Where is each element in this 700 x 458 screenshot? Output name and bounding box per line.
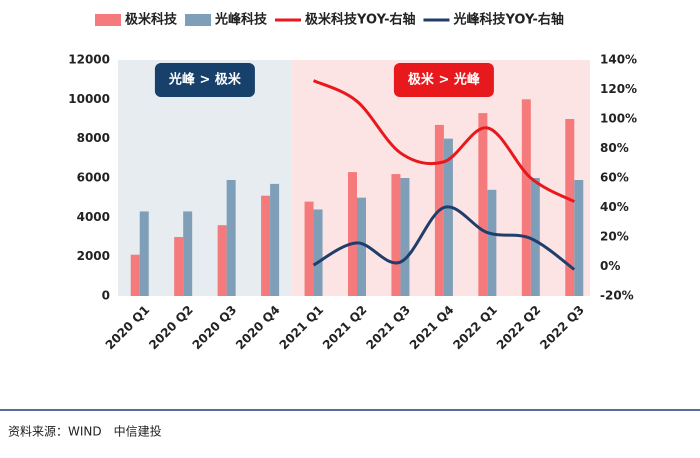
bar [521,99,531,296]
y2-tick-label: 100% [600,112,637,126]
line [312,205,576,271]
source-note: 资料来源：WIND 中信建投 [8,424,162,439]
y-tick-label: 6000 [77,171,110,185]
bar [574,179,584,296]
y-tick-label: 8000 [77,131,110,145]
y2-tick-label: 80% [600,141,629,155]
bar [357,197,366,296]
bar [139,211,149,296]
x-tick-label: 2020 Q2 [146,303,196,353]
bar [261,195,271,296]
legend-swatch [95,14,121,26]
y2-tick-label: 0% [600,259,620,273]
line [312,79,575,203]
y2-tick-label: 40% [600,200,629,214]
y2-tick-label: -20% [600,289,634,303]
x-tick-label: 2022 Q2 [494,303,544,353]
bar [313,209,323,296]
y-tick-label: 4000 [77,210,110,224]
x-tick-label: 2022 Q3 [537,303,587,353]
legend-label: 光峰科技 [214,12,268,28]
y-tick-label: 12000 [68,53,110,67]
bar [226,179,236,296]
y2-tick-label: 140% [600,53,637,67]
x-tick-label: 2021 Q4 [407,303,457,353]
x-tick-label: 2020 Q1 [103,303,153,353]
bar [304,201,314,296]
bar [270,183,280,296]
y-tick-label: 10000 [68,92,110,106]
legend-swatch [185,14,212,26]
x-tick-label: 2022 Q1 [450,303,500,353]
bar [478,113,488,296]
legend-label: 极米科技 [125,12,178,28]
y-tick-label: 2000 [77,249,110,263]
bar [217,225,227,296]
y2-tick-label: 60% [600,171,629,185]
x-tick-label: 2020 Q3 [190,303,240,353]
bar [565,119,575,296]
y2-tick-label: 20% [600,230,629,244]
x-tick-label: 2020 Q4 [233,303,283,353]
bar [487,189,497,296]
bar [183,211,193,296]
bar [530,178,540,296]
annotation-text: 光峰 > 极米 [168,72,242,88]
legend-label: 极米科技YOY-右轴 [305,12,415,28]
y-tick-label: 0 [102,289,110,303]
bar [443,138,453,296]
x-tick-label: 2021 Q2 [320,303,370,353]
annotation-box [393,63,494,97]
x-tick-label: 2021 Q3 [363,303,413,353]
bar [348,172,357,296]
bar [391,174,401,296]
legend-label: 光峰科技YOY-右轴 [452,12,563,28]
x-tick-label: 2021 Q1 [277,303,327,353]
annotation-box [154,63,255,97]
annotation-text: 极米 > 光峰 [408,72,481,88]
bar [400,178,410,296]
bar [130,254,140,296]
bar [174,237,184,296]
y2-tick-label: 120% [600,82,637,96]
